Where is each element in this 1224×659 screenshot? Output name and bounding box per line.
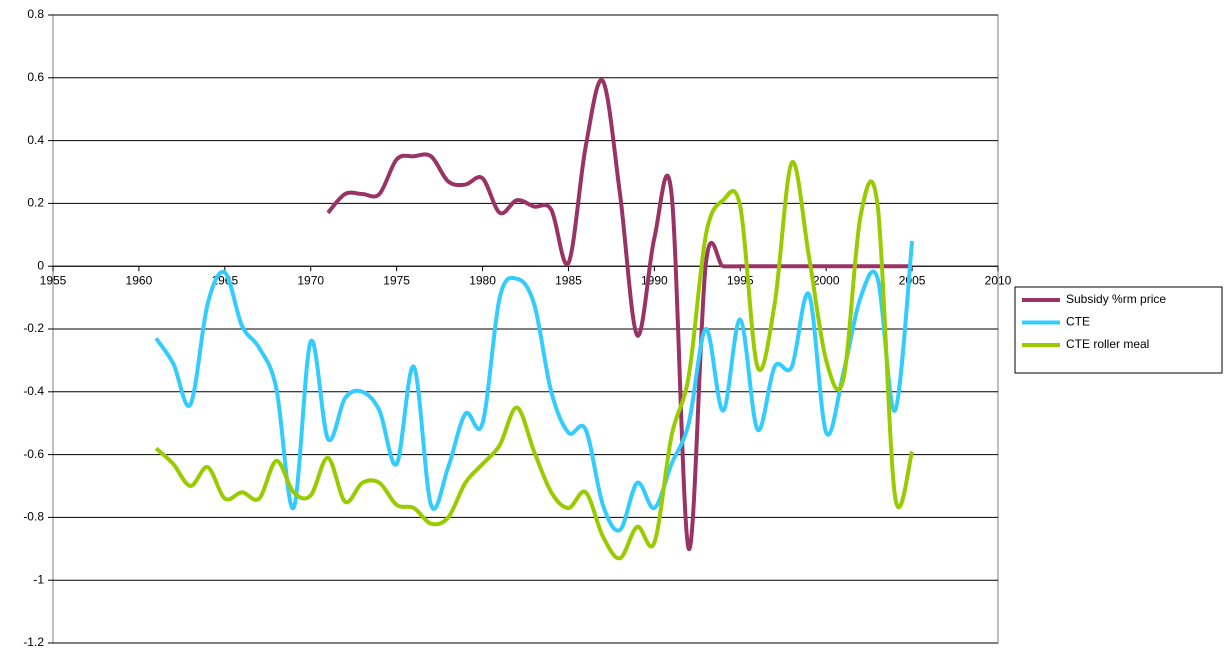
- y-tick-label: -1.2: [23, 635, 44, 649]
- y-tick-label: -1: [33, 572, 44, 586]
- y-tick-label: 0.8: [27, 7, 44, 21]
- x-tick-label: 1970: [297, 273, 324, 287]
- y-tick-label: -0.8: [23, 510, 44, 524]
- legend-label: Subsidy %rm price: [1066, 292, 1166, 306]
- x-tick-label: 1975: [383, 273, 410, 287]
- x-tick-label: 2010: [985, 273, 1012, 287]
- series-line: [154, 240, 915, 533]
- y-tick-label: -0.6: [23, 447, 44, 461]
- y-tick-label: -0.4: [23, 384, 44, 398]
- y-tick-label: -0.2: [23, 321, 44, 335]
- x-tick-label: 2005: [899, 273, 926, 287]
- y-tick-label: 0.2: [27, 196, 44, 210]
- y-tick-label: 0.4: [27, 133, 44, 147]
- x-tick-label: 2000: [813, 273, 840, 287]
- series-line: [154, 160, 915, 561]
- x-tick-label: 1980: [469, 273, 496, 287]
- legend-label: CTE roller meal: [1066, 337, 1149, 351]
- y-tick-label: 0.6: [27, 70, 44, 84]
- x-tick-label: 1955: [40, 273, 67, 287]
- x-tick-label: 1960: [126, 273, 153, 287]
- x-tick-label: 1985: [555, 273, 582, 287]
- x-tick-label: 1990: [641, 273, 668, 287]
- legend-label: CTE: [1066, 315, 1090, 329]
- y-tick-label: 0: [37, 258, 44, 272]
- series-line: [326, 78, 913, 551]
